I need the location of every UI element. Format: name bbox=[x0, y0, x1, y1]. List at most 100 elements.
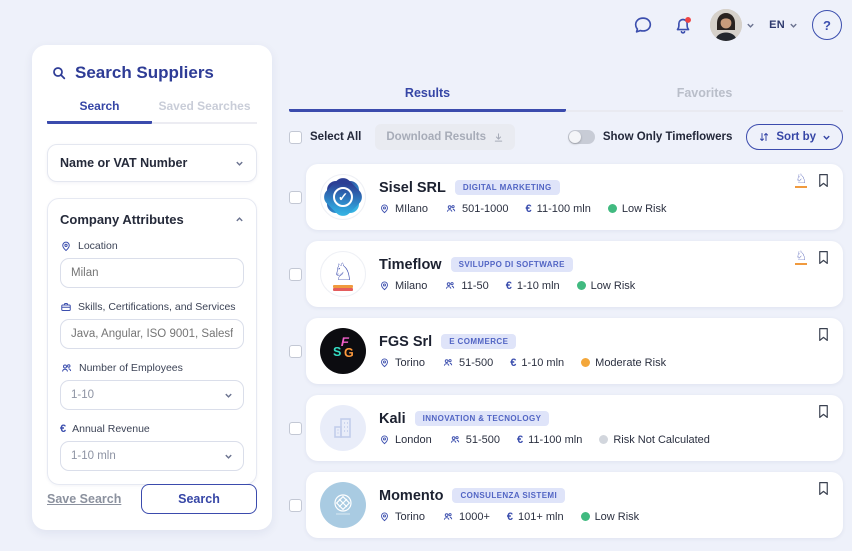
bookmark-icon[interactable] bbox=[817, 327, 830, 342]
supplier-card[interactable]: Kali INNOVATION & TECNOLOGY London 51-50… bbox=[306, 395, 843, 461]
language-selector[interactable]: EN bbox=[769, 19, 798, 31]
category-badge: CONSULENZA SISTEMI bbox=[452, 488, 566, 503]
supplier-employees: 1000+ bbox=[458, 510, 490, 523]
chevron-down-icon bbox=[225, 454, 232, 459]
risk-indicator-dot bbox=[581, 358, 591, 367]
show-only-timeflowers-toggle[interactable] bbox=[567, 130, 595, 144]
search-icon bbox=[53, 67, 66, 80]
people-icon bbox=[446, 282, 455, 289]
bookmark-icon[interactable] bbox=[817, 173, 830, 188]
category-badge: INNOVATION & TECNOLOGY bbox=[414, 411, 550, 426]
building-icon bbox=[334, 418, 351, 438]
skills-input[interactable] bbox=[60, 319, 244, 349]
results-area: Results Favorites Select All Download Re… bbox=[289, 86, 843, 549]
notifications-bell-icon[interactable] bbox=[670, 12, 696, 38]
employees-select[interactable]: 1-10 bbox=[60, 380, 244, 410]
download-results-button[interactable]: Download Results bbox=[375, 124, 516, 150]
supplier-checkbox[interactable] bbox=[289, 421, 302, 435]
category-badge: SVILUPPO DI SOFTWARE bbox=[450, 257, 573, 272]
name-vat-label: Name or VAT Number bbox=[60, 156, 188, 170]
sort-arrows-icon bbox=[760, 133, 769, 141]
supplier-card[interactable]: Momento CONSULENZA SISTEMI Torino 1000+ … bbox=[306, 472, 843, 538]
revenue-select[interactable]: 1-10 mln bbox=[60, 441, 244, 471]
tab-saved-searches[interactable]: Saved Searches bbox=[152, 99, 257, 124]
momento-mark-icon bbox=[334, 494, 352, 515]
select-all-checkbox[interactable] bbox=[289, 130, 302, 144]
people-icon bbox=[443, 359, 453, 366]
search-button[interactable]: Search bbox=[141, 484, 257, 514]
location-pin-icon bbox=[381, 512, 388, 522]
supplier-logo-momento bbox=[320, 482, 366, 528]
location-pin-icon bbox=[381, 204, 388, 214]
location-label: Location bbox=[78, 240, 118, 252]
tab-favorites[interactable]: Favorites bbox=[566, 86, 843, 112]
supplier-revenue: 11-100 mln bbox=[536, 202, 591, 215]
save-search-link[interactable]: Save Search bbox=[47, 492, 122, 506]
euro-icon: € bbox=[510, 356, 517, 369]
supplier-checkbox[interactable] bbox=[289, 344, 302, 358]
people-icon bbox=[450, 436, 459, 443]
tab-search[interactable]: Search bbox=[47, 99, 152, 124]
panel-footer: Save Search Search bbox=[47, 484, 257, 514]
list-item: Momento CONSULENZA SISTEMI Torino 1000+ … bbox=[289, 472, 843, 538]
search-panel-tabs: Search Saved Searches bbox=[47, 99, 257, 124]
supplier-checkbox[interactable] bbox=[289, 190, 302, 204]
category-badge: E COMMERCE bbox=[441, 334, 517, 349]
people-icon bbox=[446, 205, 456, 212]
euro-icon: € bbox=[516, 433, 524, 446]
euro-icon: € bbox=[506, 510, 513, 523]
company-attributes-header[interactable]: Company Attributes bbox=[60, 212, 244, 227]
avatar[interactable] bbox=[710, 9, 743, 41]
chat-icon[interactable] bbox=[630, 12, 656, 38]
bookmark-icon[interactable] bbox=[817, 250, 830, 265]
supplier-location: London bbox=[395, 433, 432, 446]
location-pin-icon bbox=[381, 281, 388, 291]
location-pin-icon bbox=[381, 435, 388, 445]
supplier-revenue: 1-10 mln bbox=[516, 279, 560, 292]
supplier-revenue: 11-100 mln bbox=[528, 433, 583, 446]
chevron-up-icon bbox=[236, 217, 243, 222]
euro-icon: € bbox=[60, 423, 67, 435]
location-input[interactable] bbox=[60, 258, 244, 288]
company-attributes-title: Company Attributes bbox=[60, 212, 184, 227]
skills-label-row: Skills, Certifications, and Services bbox=[60, 301, 244, 313]
show-only-timeflowers-label: Show Only Timeflowers bbox=[602, 131, 733, 143]
results-tabs: Results Favorites bbox=[289, 86, 843, 112]
supplier-card[interactable]: ♘ Timeflow SVILUPPO DI SOFTWARE Milano 1… bbox=[306, 241, 843, 307]
supplier-checkbox[interactable] bbox=[289, 498, 302, 512]
risk-indicator-dot bbox=[599, 435, 609, 444]
revenue-label-row: € Annual Revenue bbox=[60, 423, 244, 435]
sort-by-button[interactable]: Sort by bbox=[746, 124, 843, 150]
timeflower-knight-icon: ♘ bbox=[795, 172, 807, 188]
chevron-down-icon bbox=[823, 135, 830, 140]
supplier-checkbox[interactable] bbox=[289, 267, 302, 281]
help-button[interactable]: ? bbox=[812, 10, 842, 40]
user-menu[interactable] bbox=[710, 9, 755, 41]
toggle-knob bbox=[568, 131, 581, 143]
tab-results[interactable]: Results bbox=[289, 86, 566, 112]
bookmark-icon[interactable] bbox=[817, 404, 830, 419]
skills-label: Skills, Certifications, and Services bbox=[78, 301, 236, 313]
list-item: Kali INNOVATION & TECNOLOGY London 51-50… bbox=[289, 395, 843, 461]
bookmark-icon[interactable] bbox=[817, 481, 830, 496]
supplier-location: Torino bbox=[395, 356, 425, 369]
supplier-location: Milano bbox=[395, 279, 428, 292]
supplier-risk: Risk Not Calculated bbox=[613, 433, 710, 446]
supplier-card[interactable]: ✓ Sisel SRL DIGITAL MARKETING MIlano 501… bbox=[306, 164, 843, 230]
employees-label-row: Number of Employees bbox=[60, 362, 244, 374]
supplier-card-list: ✓ Sisel SRL DIGITAL MARKETING MIlano 501… bbox=[289, 164, 843, 538]
revenue-label: Annual Revenue bbox=[72, 423, 150, 435]
supplier-logo-timeflow: ♘ bbox=[320, 251, 366, 297]
supplier-employees: 51-500 bbox=[465, 433, 500, 446]
location-pin-icon bbox=[381, 358, 388, 368]
name-vat-dropdown[interactable]: Name or VAT Number bbox=[47, 144, 257, 182]
select-all-label: Select All bbox=[310, 131, 362, 143]
risk-indicator-dot bbox=[607, 204, 617, 213]
supplier-risk: Low Risk bbox=[621, 202, 667, 215]
location-pin-icon bbox=[62, 241, 70, 252]
supplier-location: MIlano bbox=[395, 202, 429, 215]
sort-by-label: Sort by bbox=[776, 131, 816, 143]
people-icon bbox=[443, 513, 453, 520]
